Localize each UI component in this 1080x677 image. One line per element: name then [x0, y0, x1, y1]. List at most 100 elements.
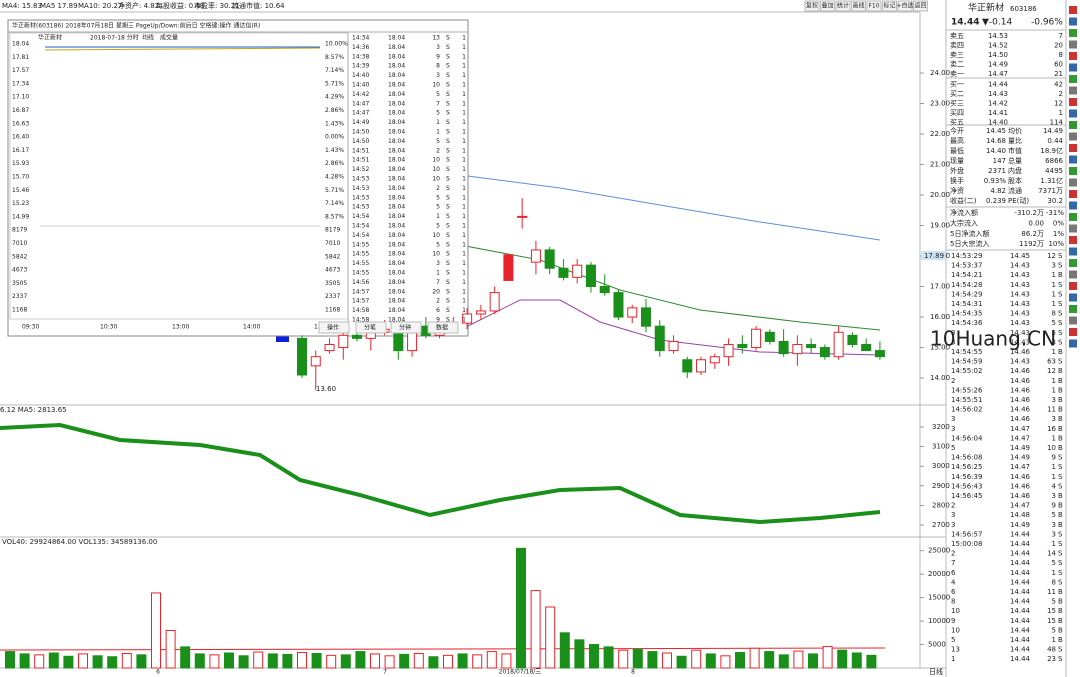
toolbar-button[interactable] [851, 0, 866, 12]
tick-count: 1 [462, 288, 466, 295]
tick-time: 14:53 [352, 194, 369, 201]
side-icon[interactable] [1069, 236, 1077, 244]
toolbar-button[interactable] [913, 0, 928, 12]
side-icon[interactable] [1069, 40, 1077, 49]
tick-time: 14:38 [352, 53, 369, 60]
volume-bar [151, 592, 161, 669]
tick-volume: 3 [1052, 492, 1056, 500]
tick-price: 14.43 [1010, 271, 1030, 279]
side-icon[interactable] [1069, 75, 1077, 83]
tick-side: S [446, 147, 450, 154]
toolbar-button[interactable] [835, 0, 851, 12]
side-icon[interactable] [1069, 305, 1077, 313]
tick-volume: 48 [1047, 646, 1056, 654]
popup-button[interactable] [355, 321, 387, 334]
tick-count: 1 [462, 82, 466, 89]
side-icon[interactable] [1069, 17, 1077, 26]
tick-time: 14:54:36 [951, 319, 983, 327]
popup-button[interactable] [390, 321, 422, 334]
tick-volume: 1 [436, 119, 440, 126]
tick-side: S [1058, 338, 1063, 346]
side-icon[interactable] [1069, 316, 1077, 325]
tick-volume: 11 [1047, 588, 1056, 596]
popup-right-label: 2.86% [325, 160, 344, 167]
tick-time: 14:54:21 [951, 271, 982, 279]
volume-bar [107, 656, 118, 669]
side-icon[interactable] [1069, 293, 1077, 302]
side-icon[interactable] [1069, 167, 1077, 175]
side-icon[interactable] [1069, 282, 1077, 290]
side-icon[interactable] [1069, 259, 1077, 267]
vol-ma [0, 647, 886, 651]
tick-volume: 12 [1047, 367, 1056, 375]
popup-button[interactable] [318, 321, 350, 334]
tick-count: 1 [462, 279, 466, 286]
volume-bar [443, 654, 453, 669]
fundamental: 市盈率: 30.21 [194, 1, 240, 10]
side-icon[interactable] [1069, 339, 1077, 348]
popup-right-label: 7.14% [325, 67, 344, 74]
tick-count: 1 [462, 213, 466, 220]
book-price: 14.44 [988, 81, 1009, 89]
book-label: 卖三 [950, 51, 964, 59]
flow-pct: 0% [1053, 219, 1064, 227]
tick-time: 10 [951, 607, 960, 615]
index-band [0, 422, 881, 525]
tick-price: 18.04 [388, 232, 405, 239]
volume-bar [34, 654, 45, 669]
side-icon[interactable] [1069, 270, 1077, 279]
side-icon[interactable] [1069, 29, 1077, 37]
tick-time: 14:54:28 [951, 281, 982, 289]
tick-volume: 5 [1052, 598, 1056, 606]
tick-price: 18.04 [388, 138, 405, 145]
stat-label: 内盘 [1008, 166, 1022, 175]
side-icon[interactable] [1069, 224, 1077, 233]
candle-body [572, 264, 583, 278]
toolbar-button[interactable] [897, 0, 913, 12]
tick-time: 14:34 [352, 35, 369, 42]
tick-time: 5 [951, 444, 955, 452]
side-icon[interactable] [1069, 109, 1077, 118]
tick-price: 14.43 [1010, 300, 1030, 308]
book-volume: 20 [1054, 42, 1063, 50]
tick-volume: 3 [436, 72, 440, 79]
tick-time: 14:54 [352, 223, 369, 230]
side-icon[interactable] [1069, 6, 1077, 14]
tick-volume: 1 [436, 270, 440, 277]
side-icon[interactable] [1069, 144, 1077, 152]
tick-count: 1 [462, 298, 466, 305]
toolbar-button[interactable] [866, 0, 882, 12]
toolbar-button[interactable] [820, 0, 835, 12]
current-price: 17.89 [924, 252, 944, 260]
tick-volume: 1 [436, 213, 440, 220]
popup-time: 13:00 [172, 324, 189, 331]
candle-body [654, 325, 665, 352]
tick-side: S [446, 129, 450, 136]
candle-body [613, 292, 624, 318]
toolbar-button[interactable] [804, 0, 820, 12]
side-icon[interactable] [1069, 213, 1077, 221]
flow-value: 1192万 [1019, 240, 1044, 248]
side-icon[interactable] [1069, 247, 1077, 256]
side-icon[interactable] [1069, 190, 1077, 198]
side-icon[interactable] [1069, 86, 1077, 95]
tick-volume: 13 [432, 35, 440, 42]
popup-right-label: 8.57% [325, 54, 344, 61]
side-icon[interactable] [1069, 328, 1077, 336]
side-icon[interactable] [1069, 132, 1077, 141]
side-icon[interactable] [1069, 201, 1077, 210]
side-icon[interactable] [1069, 63, 1077, 72]
candle-body [544, 249, 555, 269]
popup-button[interactable] [427, 321, 459, 334]
side-icon[interactable] [1069, 52, 1077, 60]
side-icon[interactable] [1069, 121, 1077, 129]
ma-label: MA4: 15.83 [2, 2, 42, 10]
tick-count: 1 [462, 232, 466, 239]
tick-side: B [1058, 607, 1063, 615]
side-icon[interactable] [1069, 155, 1077, 164]
tick-side: S [1058, 473, 1063, 481]
toolbar-button[interactable] [882, 0, 897, 12]
side-icon[interactable] [1069, 178, 1077, 187]
tick-time: 14:56 [352, 279, 369, 286]
side-icon[interactable] [1069, 98, 1077, 106]
